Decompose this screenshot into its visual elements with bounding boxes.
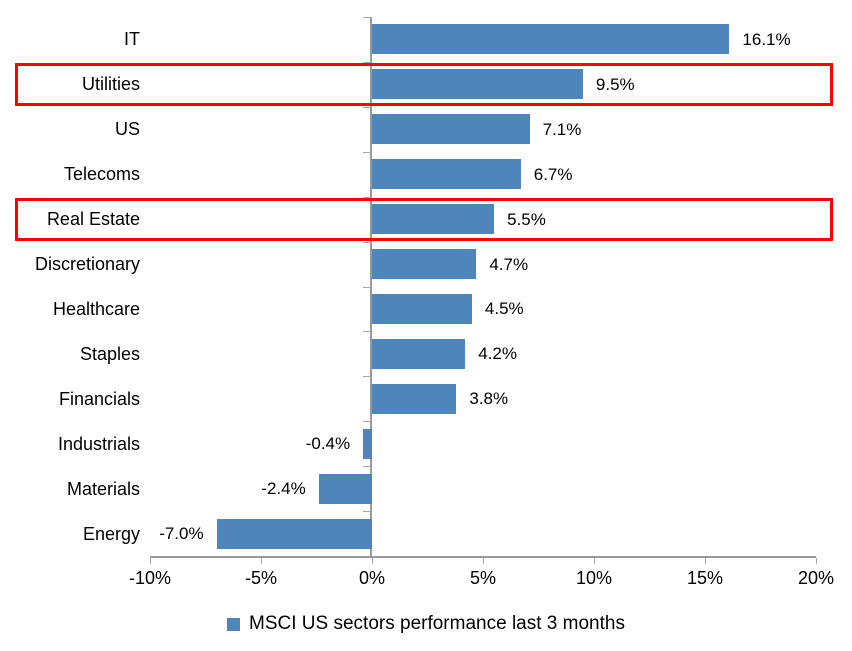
value-label: 4.5% bbox=[484, 299, 524, 319]
x-tick bbox=[594, 558, 595, 564]
value-label: 5.5% bbox=[507, 209, 546, 229]
bar bbox=[372, 383, 457, 414]
y-axis-line bbox=[370, 17, 372, 556]
value-label: -0.4% bbox=[305, 434, 351, 454]
value-label: 3.8% bbox=[469, 389, 509, 409]
bar bbox=[372, 114, 530, 145]
bar bbox=[372, 338, 466, 369]
category-tick bbox=[363, 196, 371, 198]
bar bbox=[372, 159, 521, 190]
category-label: US bbox=[114, 119, 140, 140]
category-label: Discretionary bbox=[34, 254, 140, 275]
x-tick bbox=[150, 558, 151, 564]
value-label: -7.0% bbox=[159, 524, 204, 544]
category-tick bbox=[363, 286, 371, 288]
category-tick bbox=[363, 376, 371, 378]
category-tick bbox=[363, 61, 371, 63]
category-label: Materials bbox=[66, 478, 140, 499]
bar bbox=[372, 249, 477, 280]
category-label: Energy bbox=[82, 523, 140, 544]
x-tick bbox=[816, 558, 817, 564]
category-label: Healthcare bbox=[52, 298, 140, 319]
value-label: 6.7% bbox=[533, 164, 573, 184]
legend-swatch-icon bbox=[227, 617, 241, 631]
bar bbox=[372, 24, 730, 55]
x-tick bbox=[483, 558, 484, 564]
category-tick bbox=[363, 241, 371, 243]
category-tick bbox=[363, 421, 371, 423]
highlight-box bbox=[15, 197, 833, 241]
category-label: Financials bbox=[58, 388, 140, 409]
category-tick bbox=[363, 511, 371, 513]
x-tick bbox=[261, 558, 262, 564]
value-label: 7.1% bbox=[542, 119, 582, 139]
category-label: Real Estate bbox=[46, 209, 140, 230]
highlight-box bbox=[15, 62, 833, 106]
bar bbox=[363, 428, 372, 459]
x-tick-label: 20% bbox=[797, 568, 835, 588]
category-tick bbox=[363, 151, 371, 153]
x-tick-label: -10% bbox=[128, 568, 172, 588]
x-tick-label: 0% bbox=[358, 568, 386, 588]
bar bbox=[216, 518, 372, 549]
category-tick bbox=[363, 106, 371, 108]
legend: MSCI US sectors performance last 3 month… bbox=[0, 613, 852, 635]
category-label: Utilities bbox=[81, 74, 140, 95]
category-label: Staples bbox=[79, 343, 140, 364]
category-tick bbox=[363, 331, 371, 333]
value-label: 16.1% bbox=[742, 29, 791, 49]
x-tick bbox=[705, 558, 706, 564]
legend-label: MSCI US sectors performance last 3 month… bbox=[249, 613, 625, 634]
value-label: 9.5% bbox=[595, 74, 635, 94]
category-tick bbox=[363, 17, 371, 18]
category-tick bbox=[363, 466, 371, 468]
category-label: Industrials bbox=[57, 433, 140, 454]
x-tick-label: 5% bbox=[469, 568, 497, 588]
category-label: Telecoms bbox=[63, 164, 140, 185]
x-tick-label: 15% bbox=[686, 568, 724, 588]
bar bbox=[372, 293, 472, 324]
value-label: -2.4% bbox=[261, 479, 306, 499]
value-label: 4.7% bbox=[489, 254, 529, 274]
category-label: IT bbox=[124, 29, 140, 50]
bar bbox=[372, 204, 495, 235]
value-label: 4.2% bbox=[478, 344, 517, 364]
x-axis-line bbox=[150, 556, 816, 558]
x-tick bbox=[372, 558, 373, 564]
x-tick-label: -5% bbox=[244, 568, 278, 588]
bar bbox=[372, 69, 583, 100]
bar bbox=[318, 473, 372, 504]
x-tick-label: 10% bbox=[575, 568, 613, 588]
